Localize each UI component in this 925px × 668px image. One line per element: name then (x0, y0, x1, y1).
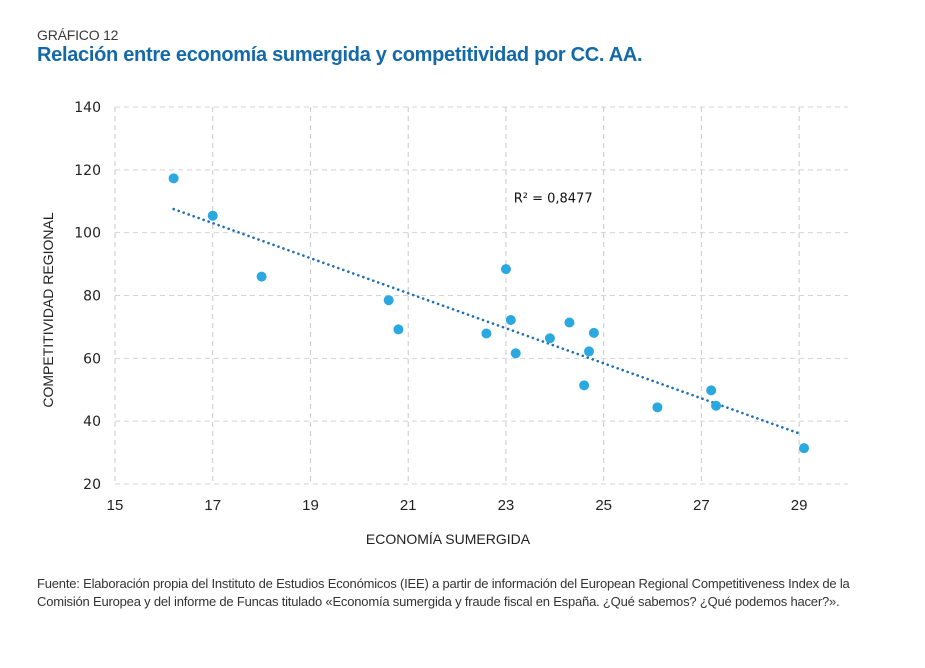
y-tick-label: 120 (74, 163, 101, 179)
data-point (207, 210, 218, 221)
x-tick-label: 29 (791, 497, 808, 514)
y-tick-label: 80 (83, 289, 101, 305)
y-tick-label: 100 (74, 226, 101, 242)
data-point (544, 333, 555, 344)
data-point (584, 346, 595, 357)
data-point (652, 402, 663, 413)
data-point (393, 324, 404, 335)
source-line-1: Fuente: Elaboración propia del Instituto… (37, 576, 850, 591)
y-axis-label: COMPETITIVIDAD REGIONAL (40, 212, 56, 407)
data-point (256, 271, 267, 282)
x-tick-label: 21 (400, 497, 417, 514)
chart-title: Relación entre economía sumergida y comp… (37, 44, 643, 66)
data-point (706, 385, 717, 396)
x-axis-ticks: 15 17 19 21 23 25 27 29 (107, 497, 808, 514)
data-point (500, 264, 511, 275)
x-tick-label: 17 (204, 497, 221, 514)
data-point (564, 317, 575, 328)
trendline-group (172, 207, 801, 435)
data-point (481, 328, 492, 339)
source-note: Fuente: Elaboración propia del Instituto… (37, 575, 897, 611)
x-axis-label: ECONOMÍA SUMERGIDA (366, 531, 531, 547)
data-point (579, 380, 590, 391)
x-tick-label: 15 (107, 497, 124, 514)
x-tick-label: 27 (693, 497, 710, 514)
y-axis-ticks: 20 40 60 80 100 120 140 (74, 100, 101, 493)
x-tick-label: 25 (595, 497, 612, 514)
chart-kicker: GRÁFICO 12 (37, 27, 119, 43)
x-tick-label: 19 (302, 497, 319, 514)
y-tick-label: 60 (83, 351, 101, 367)
data-point (711, 400, 722, 411)
data-point (168, 173, 179, 184)
y-tick-label: 20 (83, 477, 101, 493)
source-line-2: Comisión Europea y del informe de Funcas… (37, 594, 840, 609)
y-tick-label: 40 (83, 414, 101, 430)
data-point (799, 443, 810, 454)
y-tick-label: 140 (74, 100, 101, 116)
data-point (383, 295, 394, 306)
trendline (172, 207, 801, 435)
annotations: R² = 0,8477 (514, 191, 593, 206)
data-point (510, 348, 521, 359)
data-point (588, 327, 599, 338)
r-squared-label: R² = 0,8477 (514, 191, 593, 206)
x-tick-label: 23 (498, 497, 515, 514)
grid-lines (114, 106, 848, 485)
data-point (505, 315, 516, 326)
data-points (168, 173, 810, 454)
